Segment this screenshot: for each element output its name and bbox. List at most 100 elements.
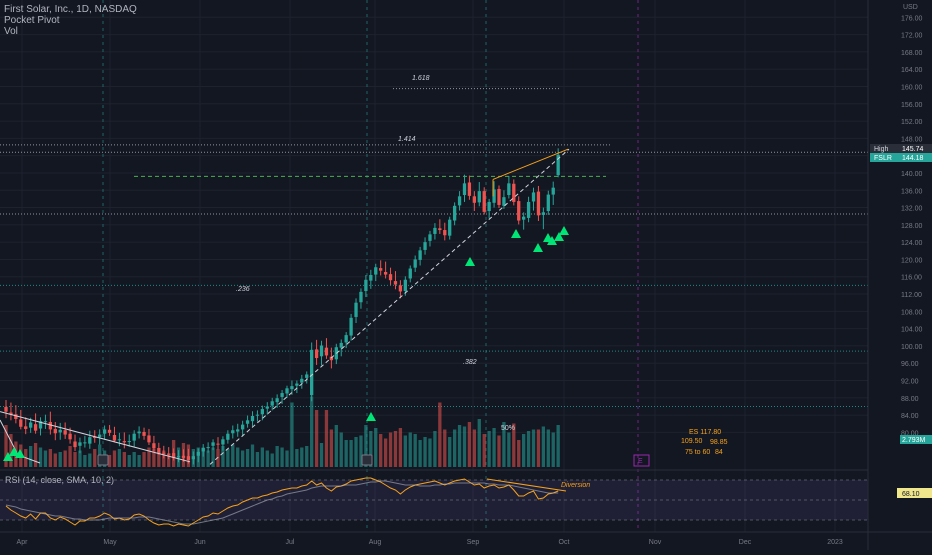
candle-body xyxy=(305,374,309,378)
candle-body xyxy=(339,342,343,348)
pocket-pivot-marker xyxy=(511,229,521,238)
candle-body xyxy=(517,201,521,221)
volume-bar xyxy=(349,440,353,467)
price-tick-label: 84.00 xyxy=(901,413,919,420)
chart-legend: First Solar, Inc., 1D, NASDAQ Pocket Piv… xyxy=(4,4,137,37)
volume-bar xyxy=(112,450,117,467)
candle-body xyxy=(408,268,412,279)
time-tick-label: 2023 xyxy=(827,539,843,546)
volume-bar xyxy=(127,455,131,467)
volume-bar xyxy=(58,452,62,467)
volume-bar xyxy=(334,425,338,467)
volume-bar xyxy=(265,450,269,467)
candle-body xyxy=(472,196,476,203)
candle-body xyxy=(221,439,225,445)
pocket-pivot-marker xyxy=(3,452,13,461)
candle-body xyxy=(290,386,294,390)
time-axis[interactable]: Apr May Jun Jul Aug Sep Oct Nov Dec 2023 xyxy=(0,531,932,546)
volume-bar xyxy=(423,437,427,467)
volume-bar xyxy=(211,447,215,467)
rsi-title: RSI (14, close, SMA, 10, 2) xyxy=(5,475,114,485)
volume-bar xyxy=(285,450,289,467)
candles xyxy=(4,148,560,465)
volume-bar xyxy=(221,446,225,467)
candle-body xyxy=(98,434,102,438)
pocket-pivot-markers xyxy=(3,226,569,461)
price-tick-label: 132.00 xyxy=(901,206,923,213)
candle-body xyxy=(428,234,432,241)
candle-body xyxy=(541,212,546,215)
candle-body xyxy=(344,335,348,343)
volume-bar xyxy=(206,450,210,467)
candle-body xyxy=(162,452,166,454)
candle-body xyxy=(270,401,274,406)
volume-bar xyxy=(167,453,171,467)
time-tick-label: Oct xyxy=(559,539,570,546)
candle-body xyxy=(152,443,156,449)
candle-body xyxy=(201,447,205,452)
volume-bar xyxy=(541,426,546,467)
currency-label: USD xyxy=(903,4,918,11)
price-tick-label: 120.00 xyxy=(901,257,923,264)
candle-body xyxy=(88,437,92,444)
volume-bar xyxy=(497,435,501,467)
candle-body xyxy=(171,453,176,458)
volume-bar xyxy=(457,425,462,467)
candle-body xyxy=(33,424,38,431)
symbol-line[interactable]: First Solar, Inc., 1D, NASDAQ xyxy=(4,4,137,15)
candle-body xyxy=(556,154,560,176)
candle-body xyxy=(285,388,289,394)
volume-bar xyxy=(502,422,506,467)
candle-body xyxy=(240,424,245,430)
candle-body xyxy=(78,442,82,446)
volume-bar xyxy=(314,410,319,467)
high-tag-bg xyxy=(870,144,900,153)
volume-bar xyxy=(462,426,467,467)
fib-label-1414: 1.414 xyxy=(398,136,416,143)
candle-body xyxy=(167,453,171,455)
volume-bar xyxy=(236,447,240,467)
price-tick-label: 172.00 xyxy=(901,33,923,40)
price-axis[interactable]: 176.00 172.00 168.00 164.00 160.00 156.00 152.… xyxy=(867,0,932,550)
candle-body xyxy=(388,274,393,281)
volume-bar xyxy=(107,455,112,467)
candle-body xyxy=(38,421,43,429)
volume-bar xyxy=(280,447,284,467)
earnings-badge xyxy=(97,454,109,466)
price-axis-bg xyxy=(868,0,932,550)
candle-body xyxy=(536,191,541,216)
candle-body xyxy=(522,216,526,220)
volume-bar xyxy=(398,428,403,467)
pocket-pivot-marker xyxy=(366,412,376,421)
candle-body xyxy=(403,279,407,292)
candle-body xyxy=(14,414,18,420)
pocket-pivot-marker xyxy=(9,447,19,456)
candle-body xyxy=(142,431,146,436)
candle-body xyxy=(102,429,107,434)
indicator-volume[interactable]: Vol xyxy=(4,26,18,37)
volume-bar xyxy=(364,425,368,467)
candle-body xyxy=(231,430,235,434)
earnings-badge xyxy=(361,454,373,466)
candle-body xyxy=(181,455,186,458)
symbol-tag-bg xyxy=(870,153,900,162)
candle-body xyxy=(423,242,427,250)
volume-bar xyxy=(78,450,82,467)
volume-bar xyxy=(443,429,447,467)
candle-body xyxy=(393,281,398,285)
time-tick-label: Nov xyxy=(649,539,662,546)
volume-bar xyxy=(162,450,166,467)
volume-bar xyxy=(546,429,550,467)
candle-body xyxy=(83,442,87,444)
volume-bars xyxy=(4,396,560,467)
volume-bar xyxy=(428,438,432,467)
volume-bar xyxy=(452,429,457,467)
rsi-line xyxy=(5,477,559,527)
indicator-pocket-pivot[interactable]: Pocket Pivot xyxy=(4,15,60,26)
volume-tag: 2.793M xyxy=(902,437,926,444)
price-tick-label: 168.00 xyxy=(901,50,923,57)
volume-bar xyxy=(556,425,560,467)
candle-body xyxy=(497,188,501,205)
